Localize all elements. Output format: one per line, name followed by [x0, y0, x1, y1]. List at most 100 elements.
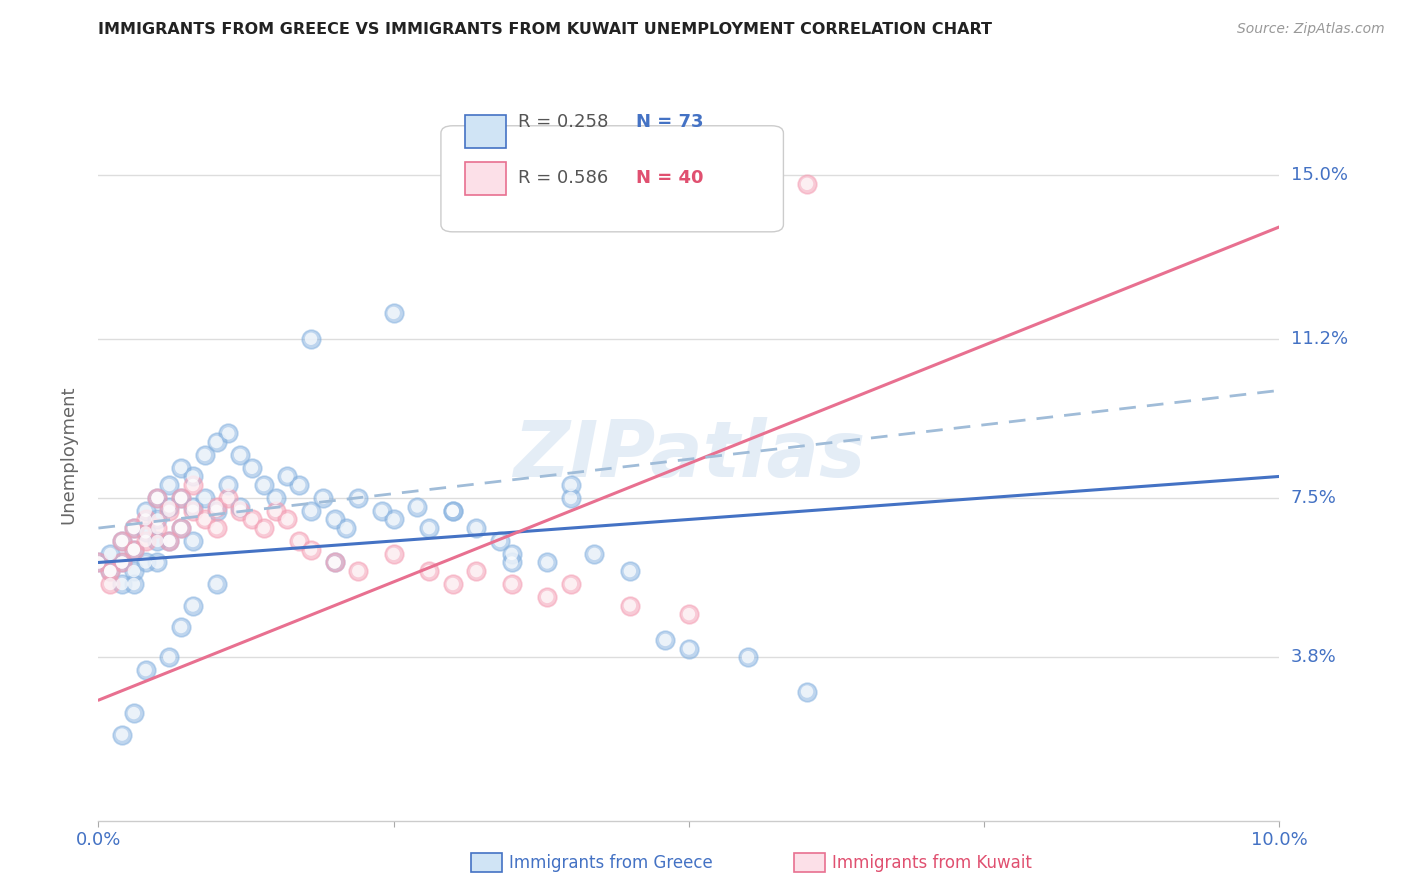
- Point: [536, 590, 558, 604]
- Point: [181, 469, 204, 483]
- Text: 7.5%: 7.5%: [1291, 489, 1337, 507]
- Point: [122, 542, 145, 557]
- Point: [205, 435, 228, 450]
- Point: [135, 533, 157, 548]
- Point: [654, 632, 676, 647]
- Point: [170, 521, 193, 535]
- Point: [170, 491, 193, 505]
- Point: [205, 521, 228, 535]
- Point: [619, 599, 641, 613]
- Point: [205, 521, 228, 535]
- Point: [205, 504, 228, 518]
- Point: [299, 504, 322, 518]
- Point: [98, 564, 121, 578]
- Point: [560, 478, 582, 492]
- Point: [146, 491, 169, 505]
- Point: [371, 504, 394, 518]
- Point: [347, 491, 370, 505]
- Point: [619, 564, 641, 578]
- Point: [264, 491, 287, 505]
- Point: [122, 521, 145, 535]
- Point: [536, 590, 558, 604]
- Point: [560, 577, 582, 591]
- Point: [111, 556, 134, 570]
- Point: [146, 512, 169, 526]
- Point: [111, 533, 134, 548]
- Point: [181, 533, 204, 548]
- Point: [583, 547, 606, 561]
- Point: [170, 620, 193, 634]
- Point: [181, 500, 204, 514]
- Point: [194, 512, 217, 526]
- Point: [229, 504, 252, 518]
- Point: [654, 632, 676, 647]
- Point: [347, 564, 370, 578]
- Point: [98, 564, 121, 578]
- Point: [135, 525, 157, 540]
- Point: [122, 577, 145, 591]
- Point: [501, 547, 523, 561]
- Point: [382, 547, 405, 561]
- Point: [135, 556, 157, 570]
- Point: [253, 478, 276, 492]
- Point: [288, 478, 311, 492]
- Text: R = 0.258: R = 0.258: [517, 113, 607, 131]
- Point: [111, 577, 134, 591]
- Point: [194, 512, 217, 526]
- Point: [217, 426, 239, 441]
- Point: [560, 478, 582, 492]
- Point: [146, 521, 169, 535]
- Point: [181, 599, 204, 613]
- Point: [194, 448, 217, 462]
- Text: N = 40: N = 40: [636, 169, 703, 187]
- Point: [111, 556, 134, 570]
- Point: [501, 556, 523, 570]
- Point: [323, 512, 346, 526]
- Point: [194, 491, 217, 505]
- Point: [560, 491, 582, 505]
- Point: [264, 504, 287, 518]
- Point: [181, 469, 204, 483]
- Point: [323, 512, 346, 526]
- Point: [382, 306, 405, 320]
- Point: [229, 500, 252, 514]
- Text: 3.8%: 3.8%: [1291, 648, 1336, 666]
- Point: [678, 607, 700, 621]
- Point: [146, 556, 169, 570]
- Point: [299, 542, 322, 557]
- Point: [122, 542, 145, 557]
- Point: [501, 577, 523, 591]
- Point: [122, 564, 145, 578]
- Point: [796, 684, 818, 698]
- Point: [583, 547, 606, 561]
- Text: 15.0%: 15.0%: [1291, 166, 1347, 185]
- Point: [135, 533, 157, 548]
- Point: [98, 564, 121, 578]
- Point: [335, 521, 357, 535]
- Point: [181, 500, 204, 514]
- Point: [181, 504, 204, 518]
- Text: 11.2%: 11.2%: [1291, 330, 1348, 348]
- Text: R = 0.586: R = 0.586: [517, 169, 607, 187]
- Point: [382, 512, 405, 526]
- Point: [111, 556, 134, 570]
- Point: [157, 650, 180, 665]
- Point: [111, 728, 134, 742]
- Point: [181, 599, 204, 613]
- Point: [217, 426, 239, 441]
- Point: [796, 177, 818, 191]
- Point: [536, 556, 558, 570]
- Point: [98, 577, 121, 591]
- Point: [264, 491, 287, 505]
- Point: [111, 556, 134, 570]
- Point: [146, 491, 169, 505]
- Point: [276, 512, 298, 526]
- Point: [87, 556, 110, 570]
- Point: [253, 478, 276, 492]
- Point: [146, 533, 169, 548]
- Point: [217, 478, 239, 492]
- Point: [229, 448, 252, 462]
- Point: [205, 435, 228, 450]
- Point: [194, 448, 217, 462]
- Point: [347, 491, 370, 505]
